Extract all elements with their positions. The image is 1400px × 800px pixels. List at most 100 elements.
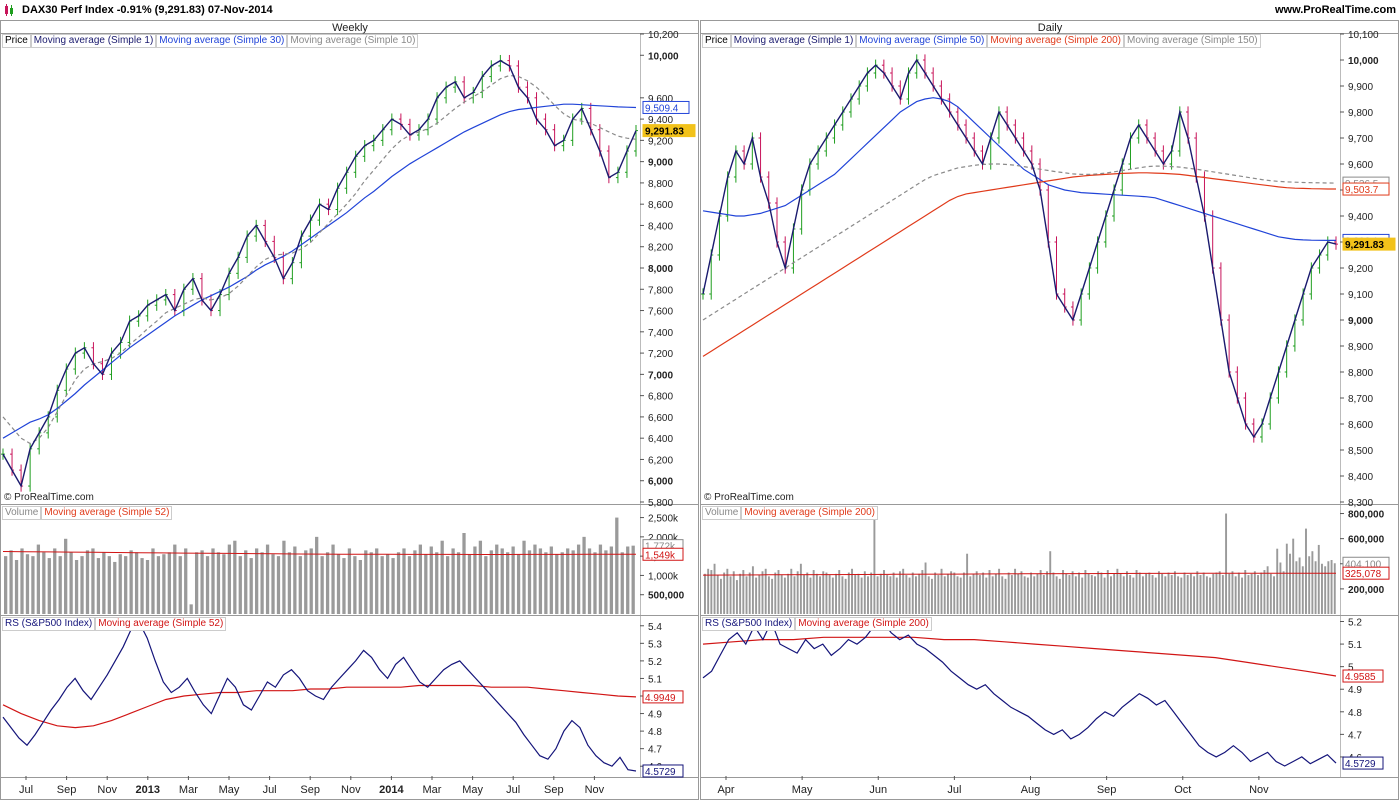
daily-volume-volume-bar [812,570,815,614]
daily-xtick-label: Aug [1021,784,1041,796]
weekly-price-legend-item[interactable]: Price [2,34,31,48]
weekly-xtick-label: May [219,784,240,796]
daily-price-ma-line-1 [702,97,1336,241]
weekly-rs-legend-item[interactable]: Moving average (Simple 52) [95,617,227,631]
daily-price-legend-item[interactable]: Price [702,34,731,48]
weekly-price-ytick-label: 8,400 [648,221,673,232]
daily-volume-volume-bar [1074,576,1077,614]
weekly-volume-volume-bar [304,550,308,614]
daily-title: Daily [1038,22,1063,34]
daily-watermark: © ProRealTime.com [704,492,794,503]
weekly-volume-volume-bar [380,556,384,614]
daily-volume-volume-bar [889,576,892,614]
daily-rs-rs-line [702,619,1337,767]
daily-volume-value-label: 404,100 [1345,559,1382,570]
weekly-volume-volume-bar [358,560,362,614]
daily-volume-volume-bar [1180,577,1183,614]
daily-price-legend-item[interactable]: Moving average (Simple 1) [730,34,857,48]
weekly-volume-volume-bar [467,554,472,614]
daily-volume-volume-bar [1135,570,1138,614]
weekly-volume-volume-bar [205,556,210,614]
weekly-volume-volume-bar [293,546,297,614]
daily-price-ytick-label: 9,900 [1348,82,1373,93]
daily-volume-volume-bar [1161,573,1164,614]
weekly-price-ytick-label: 6,000 [648,477,673,488]
daily-price-ytick-label: 10,000 [1348,56,1379,67]
daily-price-ytick-label: 8,500 [1348,446,1373,457]
daily-rs-value-label: 4.9585 [1345,672,1376,683]
daily-volume-volume-bar [1004,578,1007,614]
weekly-volume-ytick-label: 2,500k [648,514,679,525]
weekly-volume-ytick-label: 2,000k [648,533,679,544]
daily-volume-legend: Volume Moving average (Simple 200) [702,506,878,520]
weekly-volume-volume-bar [315,536,319,614]
daily-volume-volume-bar [1289,553,1291,614]
daily-volume-volume-bar [732,571,735,614]
weekly-volume-volume-bar [9,550,13,614]
daily-volume-volume-bar [994,573,997,614]
daily-volume-volume-bar [962,572,965,614]
daily-volume-volume-bar [998,568,1001,614]
daily-rs-legend: RS (S&P500 Index) Moving average (Simple … [702,617,932,631]
daily-volume-volume-bar [828,575,831,614]
daily-rs-value-box [1342,669,1384,683]
daily-volume-legend-item[interactable]: Moving average (Simple 200) [741,506,878,520]
weekly-volume-legend-item[interactable]: Volume [2,506,42,520]
weekly-price-legend-item[interactable]: Moving average (Simple 1) [30,34,157,48]
weekly-rs-value-label: 4.5729 [645,767,676,778]
daily-volume-volume-bar [1228,573,1231,614]
daily-volume-volume-bar [806,572,809,614]
weekly-volume-volume-bar [233,540,237,614]
daily-volume-volume-bar [777,570,780,614]
daily-volume-volume-bar [838,570,841,614]
daily-volume-ytick-label: 800,000 [1348,510,1385,521]
site-link[interactable]: www.ProRealTime.com [1274,4,1396,16]
candlestick-logo-icon [5,4,13,16]
daily-volume-volume-bar [1253,571,1256,614]
daily-volume-volume-bar [1244,570,1247,614]
daily-price-ytick-label: 9,200 [1348,264,1373,275]
weekly-volume-volume-bar [47,558,51,614]
daily-volume-volume-bar [1116,568,1119,614]
daily-volume-volume-bar [1023,576,1026,614]
daily-volume-volume-bar [815,573,818,614]
weekly-volume-legend-item[interactable]: Moving average (Simple 52) [41,506,173,520]
weekly-xtick-label: Jul [263,784,277,796]
daily-rs-ytick-label: 4.7 [1348,730,1362,741]
daily-volume-legend-item[interactable]: Volume [702,506,742,520]
daily-volume-volume-bar [835,573,837,614]
weekly-xtick-label: Nov [585,784,605,796]
daily-price-ytick-label: 8,400 [1348,472,1373,483]
weekly-volume-volume-bar [113,561,117,614]
daily-volume-volume-bar [899,571,901,614]
daily-volume-volume-bar [764,568,767,614]
daily-volume-volume-bar [1250,573,1253,614]
weekly-price-ma-line-1 [2,103,637,439]
weekly-price-ytick-label: 7,400 [648,328,673,339]
weekly-price-value-box [642,100,690,114]
daily-rs-legend-item[interactable]: RS (S&P500 Index) [702,617,796,631]
weekly-price-legend-item[interactable]: Moving average (Simple 10) [287,34,419,48]
daily-volume-volume-bar [1001,576,1004,614]
daily-volume-volume-bar [1039,570,1042,614]
weekly-volume-volume-bar [418,544,422,614]
daily-price-legend-item[interactable]: Moving average (Simple 150) [1123,34,1261,48]
daily-rs-value-label: 4.5729 [1345,759,1376,770]
daily-volume-volume-bar [940,568,943,614]
daily-volume-volume-bar [1196,571,1199,614]
daily-volume-volume-bar [825,572,828,614]
daily-volume-volume-bar [1148,572,1151,614]
daily-price-legend-item[interactable]: Moving average (Simple 50) [856,34,988,48]
daily-volume-volume-bar [924,562,927,614]
daily-volume-volume-bar [1090,575,1093,614]
daily-volume-volume-bar [1225,513,1228,614]
daily-rs-legend-item[interactable]: Moving average (Simple 200) [795,617,932,631]
weekly-rs-legend-item[interactable]: RS (S&P500 Index) [2,617,96,631]
daily-volume-volume-bar [783,577,786,614]
weekly-volume-volume-bar [309,548,313,614]
weekly-price-legend-item[interactable]: Moving average (Simple 30) [156,34,288,48]
weekly-price-value-box [642,124,696,138]
daily-volume-volume-bar [1317,544,1320,614]
daily-price-legend-item[interactable]: Moving average (Simple 200) [987,34,1124,48]
weekly-price-ytick-label: 6,200 [648,455,673,466]
